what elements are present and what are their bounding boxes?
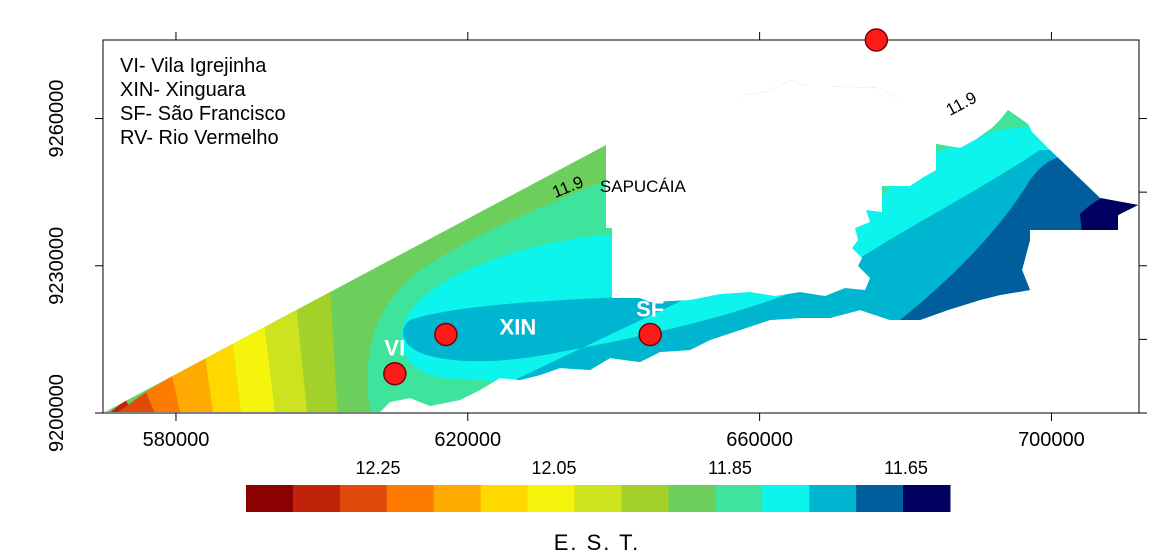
colorbar bbox=[246, 485, 951, 512]
sapucaia-area bbox=[606, 80, 936, 302]
station-label: VI bbox=[384, 336, 405, 361]
legend-line-rv: RV- Rio Vermelho bbox=[120, 127, 279, 149]
region-label: SAPUCÁIA bbox=[600, 177, 687, 196]
colorbar-tick-label: 11.65 bbox=[884, 458, 928, 478]
colorbar-tick-label: 12.25 bbox=[355, 458, 400, 478]
colorbar-swatch bbox=[339, 485, 388, 512]
axis-ticks bbox=[95, 32, 1147, 421]
band-1 bbox=[105, 400, 135, 412]
colorbar-swatch bbox=[715, 485, 763, 512]
contour-label: 11.9 bbox=[943, 88, 980, 120]
band-4 bbox=[172, 355, 214, 412]
y-tick-label: 9260000 bbox=[46, 80, 68, 158]
band-8 bbox=[296, 286, 338, 412]
legend-line-xin: XIN- Xinguara bbox=[120, 79, 246, 101]
x-tick-label: 580000 bbox=[143, 429, 210, 451]
legend-line-vi: VI- Vila Igrejinha bbox=[120, 55, 267, 77]
y-tick-label: 9230000 bbox=[46, 227, 68, 305]
colorbar-swatch bbox=[292, 485, 341, 512]
colorbar-swatch bbox=[903, 485, 951, 512]
colorbar-swatch bbox=[809, 485, 857, 512]
colorbar-swatch bbox=[480, 485, 529, 512]
colorbar-labels: 12.25 12.05 11.85 11.65 bbox=[355, 458, 927, 478]
x-tick-label: 620000 bbox=[434, 429, 501, 451]
legend-line-sf: SF- São Francisco bbox=[120, 103, 286, 125]
x-tick-label: 700000 bbox=[1018, 429, 1085, 451]
band-13 bbox=[1080, 194, 1138, 412]
colorbar-swatch bbox=[621, 485, 669, 512]
station-label: SF bbox=[636, 296, 664, 321]
colorbar-swatch bbox=[527, 485, 576, 512]
colorbar-swatch bbox=[762, 485, 810, 512]
colorbar-swatch bbox=[668, 485, 716, 512]
y-tick-label: 9200000 bbox=[46, 374, 68, 452]
band-2 bbox=[118, 392, 158, 412]
station-marker bbox=[434, 322, 458, 347]
plot-frame bbox=[102, 39, 1140, 414]
axis-labels: 580000 620000 660000 700000 9200000 9230000 92… bbox=[46, 80, 1085, 452]
band-3 bbox=[146, 376, 182, 412]
station-marker bbox=[383, 361, 407, 386]
band-7 bbox=[264, 302, 308, 412]
station-label: XIN bbox=[500, 314, 537, 339]
band-rv-yellow bbox=[700, 80, 948, 90]
colorbar-tick-label: 11.85 bbox=[708, 458, 752, 478]
colorbar-title: E. S. T. bbox=[554, 530, 641, 555]
colorbar-swatch bbox=[433, 485, 482, 512]
stations: VI XIN SF R V bbox=[383, 28, 895, 386]
band-5 bbox=[205, 340, 242, 412]
station-marker bbox=[864, 28, 889, 52]
legend: VI- Vila Igrejinha XIN- Xinguara SF- São… bbox=[120, 55, 286, 149]
colorbar-swatch bbox=[856, 485, 904, 512]
x-tick-label: 660000 bbox=[726, 429, 793, 451]
station-marker bbox=[638, 322, 662, 347]
colorbar-swatch bbox=[386, 485, 435, 512]
colorbar-swatch bbox=[574, 485, 622, 512]
colorbar-tick-label: 12.05 bbox=[531, 458, 576, 478]
station-label: R V bbox=[858, 47, 895, 72]
band-6 bbox=[232, 320, 276, 412]
colorbar-swatch bbox=[246, 485, 294, 512]
